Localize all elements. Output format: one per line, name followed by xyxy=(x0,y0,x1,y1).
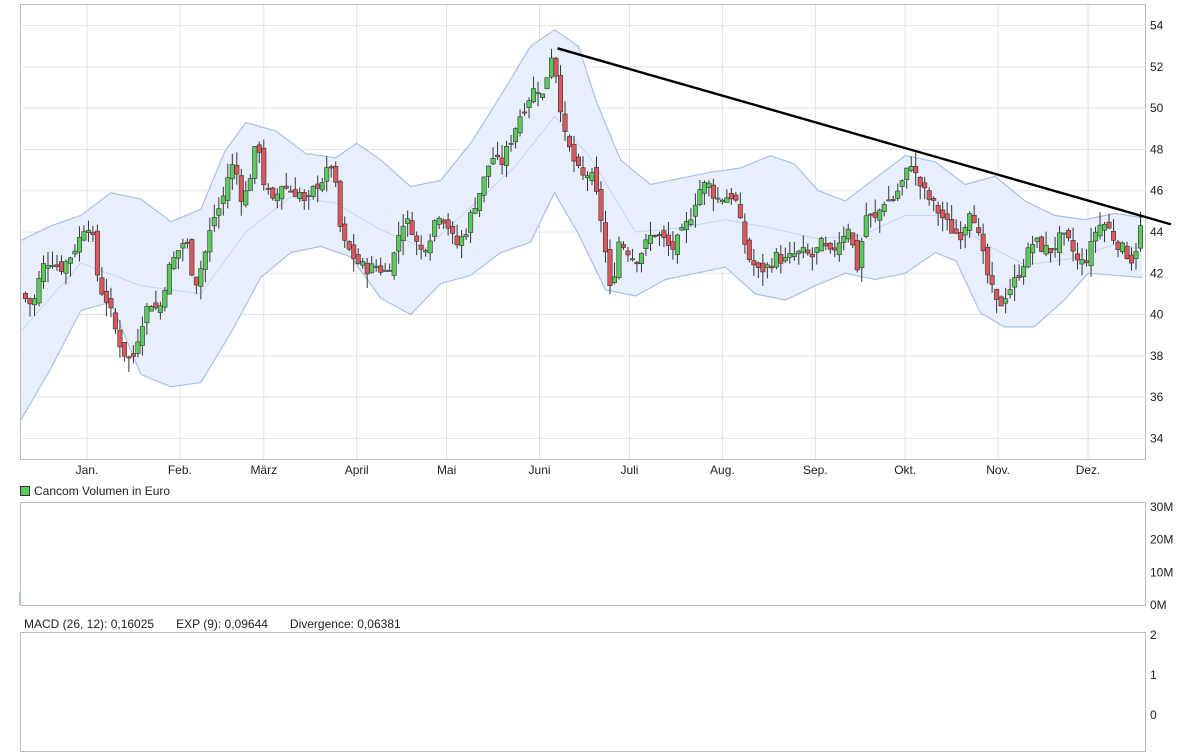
month-label: Okt. xyxy=(894,463,916,477)
price-tick-label: 54 xyxy=(1150,19,1164,33)
month-label: Juni xyxy=(529,463,551,477)
month-label: April xyxy=(345,463,369,477)
month-label: März xyxy=(250,463,277,477)
volume-tick-label: 10M xyxy=(1150,565,1173,579)
exp-legend-item: EXP (9): 0,09644 xyxy=(172,617,268,631)
macd-tick-label: 1 xyxy=(1150,668,1157,682)
price-tick-label: 48 xyxy=(1150,142,1164,156)
price-tick-label: 38 xyxy=(1150,349,1164,363)
volume-legend-label: Cancom Volumen in Euro xyxy=(34,484,171,498)
macd-tick-label: 0 xyxy=(1150,708,1157,722)
volume-chart-panel xyxy=(20,502,1146,606)
price-tick-label: 50 xyxy=(1150,101,1164,115)
month-label: Feb. xyxy=(168,463,192,477)
volume-tick-label: 30M xyxy=(1150,500,1173,514)
divergence-legend-item: Divergence: 0,06381 xyxy=(286,617,401,631)
macd-legend: MACD (26, 12): 0,16025 EXP (9): 0,09644 … xyxy=(20,617,401,631)
price-tick-label: 52 xyxy=(1150,60,1164,74)
price-tick-label: 36 xyxy=(1150,390,1164,404)
macd-legend-item: MACD (26, 12): 0,16025 xyxy=(20,617,154,631)
price-tick-label: 46 xyxy=(1150,184,1164,198)
volume-legend-swatch xyxy=(20,486,30,496)
macd-tick-label: 2 xyxy=(1150,628,1157,642)
price-tick-label: 44 xyxy=(1150,225,1164,239)
volume-legend: Cancom Volumen in Euro xyxy=(20,484,170,498)
price-tick-label: 42 xyxy=(1150,266,1164,280)
month-label: Nov. xyxy=(986,463,1010,477)
month-label: Sep. xyxy=(803,463,828,477)
month-label: Dez. xyxy=(1076,463,1101,477)
macd-chart-panel xyxy=(20,632,1146,752)
volume-tick-label: 0M xyxy=(1150,598,1167,612)
volume-tick-label: 20M xyxy=(1150,533,1173,547)
month-label: Juli xyxy=(620,463,638,477)
exp-legend-label: EXP (9): 0,09644 xyxy=(176,617,268,631)
month-label: Aug. xyxy=(710,463,735,477)
price-tick-label: 40 xyxy=(1150,308,1164,322)
macd-legend-label: MACD (26, 12): 0,16025 xyxy=(24,617,155,631)
price-chart-panel xyxy=(20,4,1146,460)
month-label: Mai xyxy=(437,463,456,477)
divergence-legend-label: Divergence: 0,06381 xyxy=(289,617,401,631)
price-tick-label: 34 xyxy=(1150,431,1164,445)
month-label: Jan. xyxy=(76,463,99,477)
